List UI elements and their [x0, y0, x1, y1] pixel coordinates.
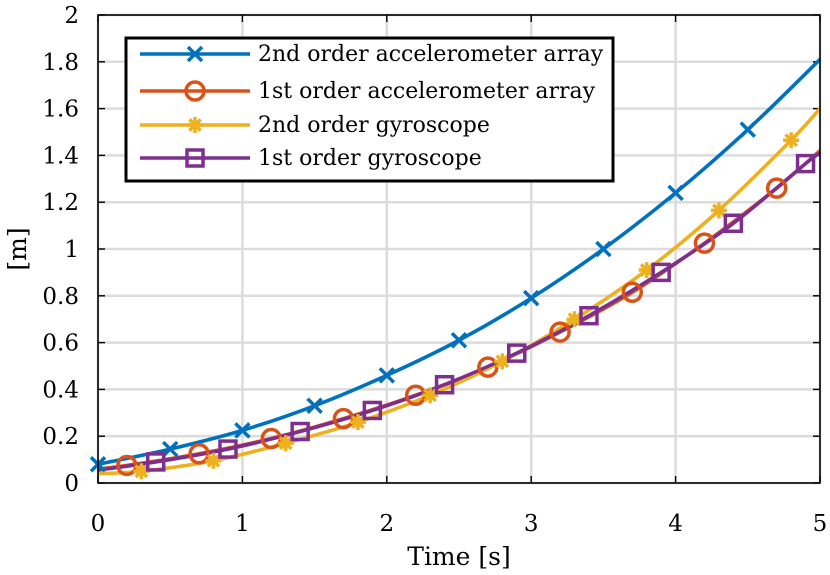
- legend-marker-4: [185, 148, 205, 168]
- series-2-marker: [693, 232, 716, 254]
- legend-marker-1: [186, 45, 204, 63]
- series-3-marker: [349, 414, 366, 431]
- legend-marker-2: [184, 80, 206, 102]
- legend: 2nd order accelerometer array 1st order a…: [124, 36, 615, 183]
- y-tick-label: 1.4: [42, 143, 79, 169]
- y-tick-label: 0.8: [42, 284, 79, 310]
- series-2-marker: [621, 281, 644, 304]
- legend-marker-3: [187, 117, 203, 133]
- series-1-marker: [378, 367, 396, 384]
- legend-label-2: 1st order accelerometer array: [258, 79, 596, 104]
- series-2-marker: [549, 321, 571, 343]
- series-3-marker: [277, 435, 294, 452]
- y-tick-label: 1.6: [42, 97, 79, 123]
- legend-label-3: 2nd order gyroscope: [258, 113, 490, 138]
- x-tick-label: 1: [235, 511, 250, 537]
- series-4-marker: [723, 213, 744, 234]
- x-axis-label: Time [s]: [407, 542, 510, 571]
- series-4-marker: [651, 262, 671, 283]
- y-tick-label: 1.2: [42, 190, 79, 216]
- series-4-marker: [507, 343, 527, 363]
- series-2-marker: [188, 443, 210, 465]
- x-tick-label: 2: [379, 511, 394, 537]
- y-tick-label: 2: [64, 3, 79, 29]
- x-tick-label: 4: [668, 511, 683, 537]
- plot-border: [97, 14, 821, 484]
- y-tick-label: 0.2: [42, 424, 79, 450]
- series-4-marker: [795, 153, 816, 174]
- series-3-marker: [422, 387, 439, 404]
- y-tick-label: 1.8: [42, 50, 79, 76]
- series-1-marker: [595, 240, 612, 258]
- series-4-marker: [290, 421, 310, 442]
- series-1-marker: [450, 332, 468, 349]
- series-4-marker: [362, 400, 383, 421]
- series-3-marker: [494, 353, 511, 370]
- x-tick-label: 5: [813, 511, 828, 537]
- legend-label-1: 2nd order accelerometer array: [258, 42, 604, 67]
- y-axis-label: [m]: [3, 227, 32, 270]
- series-3-marker: [783, 132, 800, 149]
- y-tick-label: 0.6: [42, 331, 79, 357]
- series-markers: [89, 121, 816, 480]
- series-3-marker: [133, 463, 150, 480]
- series-3-marker: [710, 202, 727, 219]
- x-tick-label: 3: [524, 511, 539, 537]
- series-2-marker: [765, 177, 788, 199]
- series-4-marker: [579, 305, 599, 326]
- series-4-marker: [434, 374, 455, 395]
- series-line-1: [97, 58, 822, 467]
- series-1-marker: [522, 289, 540, 307]
- series-4-marker: [218, 439, 238, 459]
- series-3-marker: [638, 262, 655, 279]
- legend-label-4: 1st order gyroscope: [258, 146, 482, 171]
- x-tick-label: 0: [91, 511, 106, 537]
- series-1-marker: [739, 121, 757, 138]
- series-1-marker: [667, 184, 684, 202]
- tick-labels: 0 1 2 3 4 5 0 0.2 0.4 0.6 0.8 1 1.2 1.4 1.6 1.8 2: [42, 3, 827, 537]
- y-tick-label: 0.4: [42, 377, 79, 403]
- series-4-marker: [146, 452, 166, 472]
- series-1-marker: [306, 397, 323, 415]
- series-3-marker: [205, 452, 222, 469]
- y-tick-label: 1: [64, 237, 79, 263]
- series-1-marker: [234, 422, 251, 439]
- y-tick-label: 0: [64, 471, 79, 497]
- series-1-marker: [161, 440, 179, 458]
